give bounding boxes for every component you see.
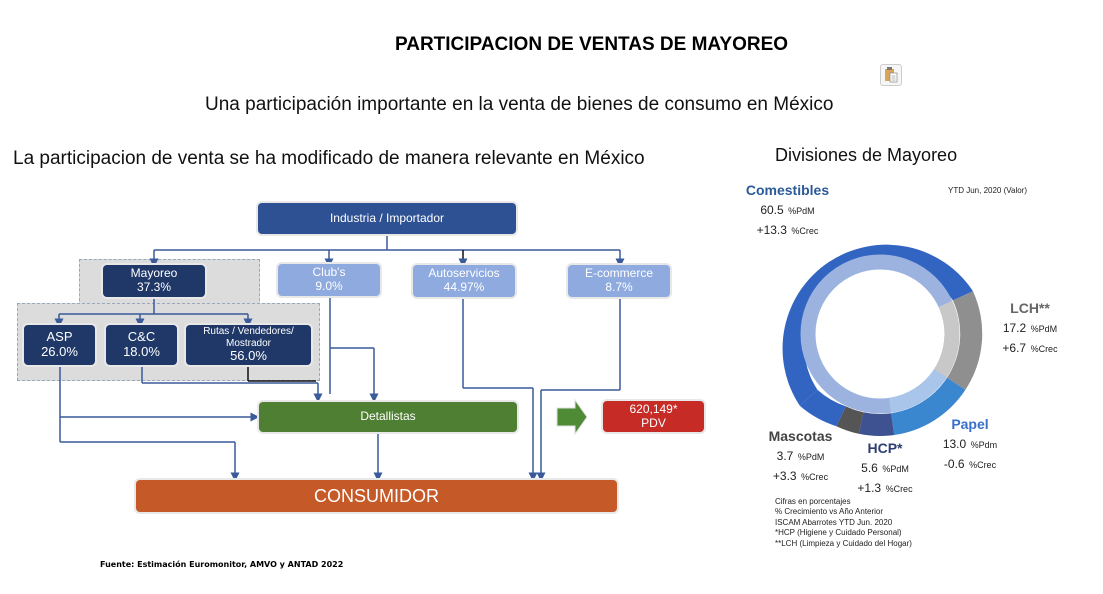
comestibles-crec: +13.3 [756,222,787,237]
ecommerce-box: E-commerce 8.7% [568,265,670,297]
clipboard-paste-icon[interactable] [880,64,902,86]
consumidor-label: CONSUMIDOR [314,485,439,506]
mascotas-crec-unit: %Crec [801,471,829,482]
asp-value: 26.0% [41,344,78,359]
lch-pdm-unit: %PdM [1030,323,1058,334]
lch-crec: +6.7 [1002,340,1027,355]
mascotas-crec: +3.3 [772,468,797,483]
hcp-pdm-unit: %PdM [882,463,909,474]
comestibles-pdm-unit: %PdM [788,205,815,216]
papel-crec: -0.6 [943,456,965,471]
ecommerce-value: 8.7% [605,280,633,294]
ytd-label: YTD Jun, 2020 (Valor) [948,186,1027,195]
papel-pdm: 13.0 [942,436,967,451]
asp-label: ASP [46,329,73,345]
cyc-label: C&C [127,329,156,345]
ecommerce-label: E-commerce [584,266,653,281]
note-line: **LCH (Limpieza y Cuidado del Hogar) [775,538,912,548]
comestibles-pdm: 60.5 [760,202,784,217]
rutas-value: 56.0% [230,348,267,364]
label-lch: LCH** 17.2 %PdM +6.7 %Crec [995,300,1065,358]
chart-notes: Cifras en porcentajes % Crecimiento vs A… [775,497,912,549]
industria-importador-box: Industria / Importador [258,203,516,234]
source-note: Fuente: Estimación Euromonitor, AMVO y A… [100,560,344,569]
hcp-name: HCP* [867,440,903,456]
flow-connectors [54,234,625,482]
left-heading: La participacion de venta se ha modifica… [13,148,645,169]
mayoreo-donut-chart [782,244,983,437]
detallistas-box: Detallistas [259,402,517,432]
right-arrow-icon [556,399,588,435]
autoservicios-label: Autoservicios [428,266,500,281]
hcp-crec: +1.3 [857,480,882,495]
lch-name: LCH** [1010,300,1050,316]
note-line: % Crecimiento vs Año Anterior [775,507,884,517]
lch-pdm: 17.2 [1002,320,1027,335]
note-line: *HCP (Higiene y Cuidado Personal) [775,528,902,538]
label-comestibles: Comestibles 60.5 %PdM +13.3 %Crec [740,182,835,240]
papel-crec-unit: %Crec [969,459,997,470]
hcp-pdm: 5.6 [861,460,878,475]
subtitle: Una participación importante en la venta… [205,94,834,115]
label-mascotas: Mascotas 3.7 %PdM +3.3 %Crec [763,428,838,486]
pdv-value: 620,149* [629,401,678,416]
autoservicios-value: 44.97% [443,280,485,294]
comestibles-name: Comestibles [745,182,830,198]
industria-label: Industria / Importador [329,210,445,225]
rutas-box: Rutas / Vendedores/ Mostrador 56.0% [186,325,311,365]
note-line: ISCAM Abarrotes YTD Jun. 2020 [775,517,893,527]
detallistas-label: Detallistas [360,409,416,424]
label-hcp: HCP* 5.6 %PdM +1.3 %Crec [850,440,920,498]
papel-name: Papel [951,416,989,432]
note-line: Cifras en porcentajes [775,497,851,506]
page-title: PARTICIPACION DE VENTAS DE MAYOREO [394,34,789,55]
lch-crec-unit: %Crec [1030,343,1058,354]
clubs-label: Club's [312,265,346,280]
asp-box: ASP 26.0% [24,325,95,365]
clubs-value: 9.0% [315,279,343,293]
consumidor-box: CONSUMIDOR [136,480,617,512]
mayoreo-value: 37.3% [136,280,172,294]
comestibles-crec-unit: %Crec [791,225,819,236]
rutas-label: Rutas / Vendedores/ Mostrador [203,326,294,349]
mascotas-pdm: 3.7 [776,448,794,463]
papel-pdm-unit: %Pdm [970,439,998,450]
mayoreo-box: Mayoreo 37.3% [103,265,205,297]
right-heading: Divisiones de Mayoreo [775,145,958,165]
cyc-box: C&C 18.0% [106,325,177,365]
mascotas-name: Mascotas [768,428,833,444]
label-papel: Papel 13.0 %Pdm -0.6 %Crec [935,416,1005,474]
autoservicios-box: Autoservicios 44.97% [413,265,515,297]
mayoreo-label: Mayoreo [130,266,178,281]
mascotas-pdm-unit: %PdM [797,451,825,462]
hcp-crec-unit: %Crec [885,483,913,494]
pdv-box: 620,149* PDV [603,401,704,432]
pdv-label: PDV [641,415,666,430]
cyc-value: 18.0% [123,344,160,359]
clubs-box: Club's 9.0% [278,264,380,296]
